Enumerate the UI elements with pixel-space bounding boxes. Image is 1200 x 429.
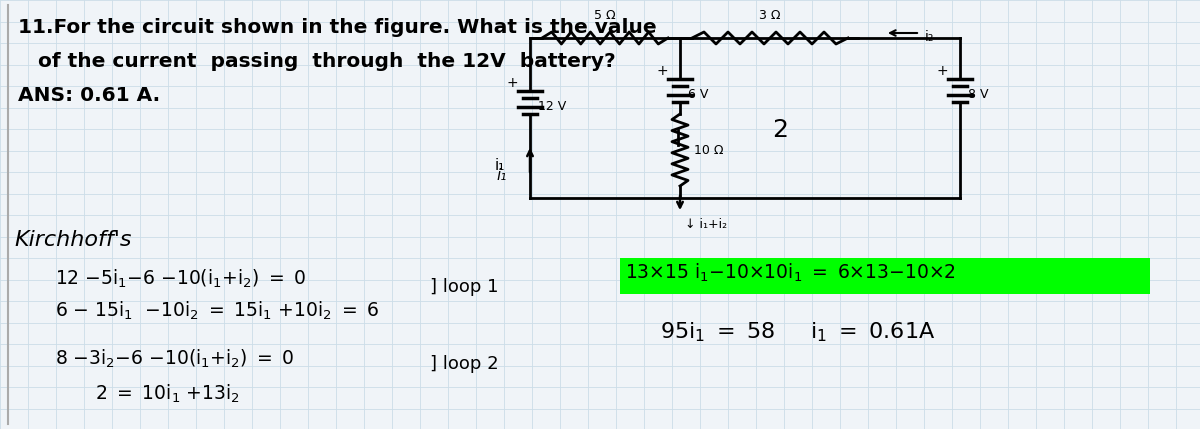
Text: 8 $-$3i$_2$$-$6 $-$10(i$_1$$+$i$_2$) $=$ 0: 8 $-$3i$_2$$-$6 $-$10(i$_1$$+$i$_2$) $=$… xyxy=(55,348,294,370)
Text: 10 Ω: 10 Ω xyxy=(694,143,724,157)
Text: 95i$_1$ $=$ 58     i$_1$ $=$ 0.61A: 95i$_1$ $=$ 58 i$_1$ $=$ 0.61A xyxy=(660,320,935,344)
Text: i₁: i₁ xyxy=(497,167,508,182)
Text: Kirchhoff's: Kirchhoff's xyxy=(14,230,132,250)
Text: 3 Ω: 3 Ω xyxy=(760,9,781,22)
Text: 2 $=$ 10i$_1$ $+$13i$_2$: 2 $=$ 10i$_1$ $+$13i$_2$ xyxy=(95,383,240,405)
Text: of the current  passing  through  the 12V  battery?: of the current passing through the 12V b… xyxy=(38,52,616,71)
Text: +: + xyxy=(656,64,668,78)
Text: 12 V: 12 V xyxy=(538,100,566,114)
Text: 13$\times$15 i$_1$$-$10$\times$10i$_1$ $=$ 6$\times$13$-$10$\times$2: 13$\times$15 i$_1$$-$10$\times$10i$_1$ $… xyxy=(625,262,956,284)
Text: 5 Ω: 5 Ω xyxy=(594,9,616,22)
Text: 12 $-$5i$_1$$-$6 $-$10(i$_1$+i$_2$) $=$ 0: 12 $-$5i$_1$$-$6 $-$10(i$_1$+i$_2$) $=$ … xyxy=(55,268,306,290)
Text: 6 $-$ 15i$_1$  $-$10i$_2$ $=$ 15i$_1$ $+$10i$_2$ $=$ 6: 6 $-$ 15i$_1$ $-$10i$_2$ $=$ 15i$_1$ $+$… xyxy=(55,300,379,322)
Text: i₂: i₂ xyxy=(925,30,935,44)
Text: ↓ i₁+i₂: ↓ i₁+i₂ xyxy=(685,218,727,231)
Text: ] loop 2: ] loop 2 xyxy=(430,355,499,373)
Text: i₁: i₁ xyxy=(494,157,505,172)
Text: ] loop 1: ] loop 1 xyxy=(430,278,498,296)
Text: 11.For the circuit shown in the figure. What is the value: 11.For the circuit shown in the figure. … xyxy=(18,18,656,37)
Text: 2: 2 xyxy=(772,118,788,142)
Text: 6 V: 6 V xyxy=(688,88,708,102)
Text: 8 V: 8 V xyxy=(968,88,989,102)
Text: +: + xyxy=(506,76,518,90)
Bar xyxy=(620,258,1150,294)
Text: +: + xyxy=(936,64,948,78)
Text: ANS: 0.61 A.: ANS: 0.61 A. xyxy=(18,86,160,105)
